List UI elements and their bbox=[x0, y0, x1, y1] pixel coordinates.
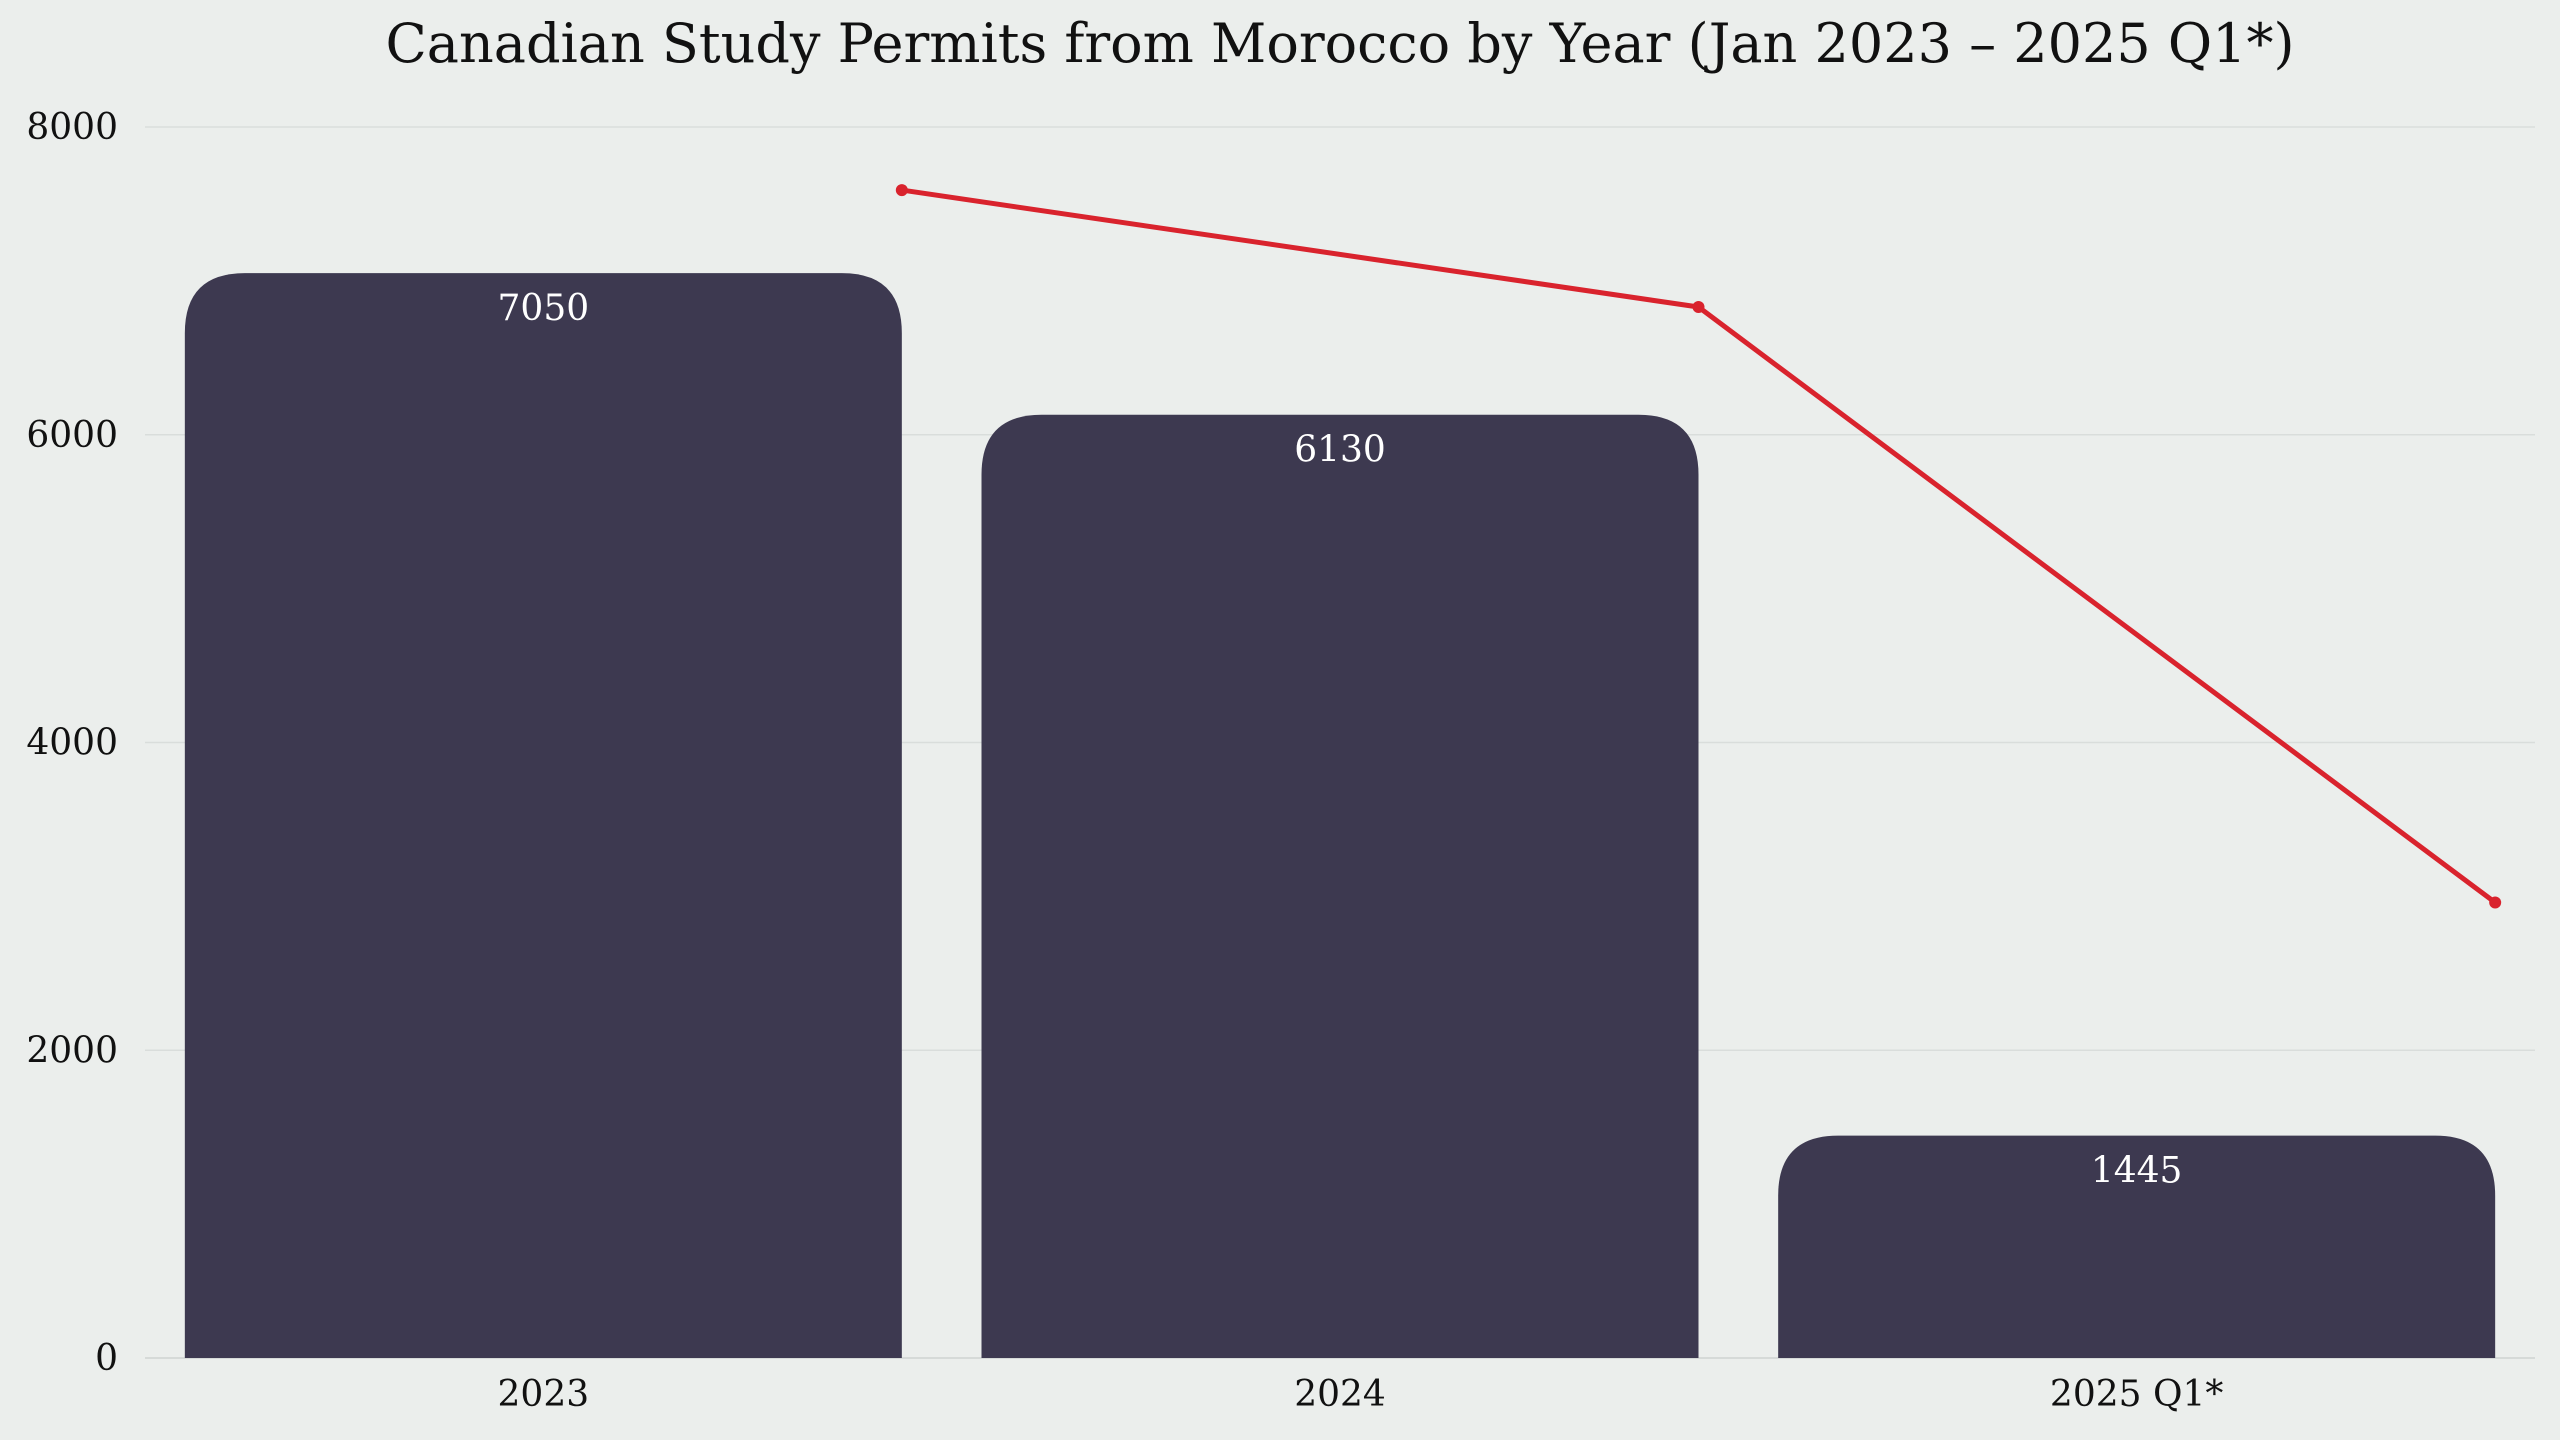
bar-value-label: 7050 bbox=[498, 288, 590, 329]
trend-point bbox=[895, 184, 908, 197]
bar-value-label: 6130 bbox=[1294, 430, 1386, 471]
x-axis-ticks: 2023 2024 2025 Q1* bbox=[498, 1374, 2224, 1415]
bar bbox=[1778, 1135, 2496, 1358]
x-tick-label: 2025 Q1* bbox=[2050, 1374, 2223, 1415]
y-tick-label: 4000 bbox=[26, 723, 118, 764]
y-tick-label: 6000 bbox=[26, 415, 118, 456]
x-tick-label: 2024 bbox=[1294, 1374, 1386, 1415]
bar bbox=[184, 273, 902, 1358]
chart-title: Canadian Study Permits from Morocco by Y… bbox=[385, 12, 2294, 75]
y-tick-label: 0 bbox=[95, 1338, 118, 1379]
x-tick-label: 2023 bbox=[498, 1374, 590, 1415]
bars: 7050 6130 1445 bbox=[184, 273, 2496, 1359]
bar bbox=[981, 414, 1699, 1359]
trend-line-series bbox=[895, 184, 2502, 909]
trend-point bbox=[2489, 896, 2502, 909]
y-tick-label: 2000 bbox=[26, 1030, 118, 1071]
y-axis-ticks: 0 2000 4000 6000 8000 bbox=[26, 107, 118, 1379]
y-tick-label: 8000 bbox=[26, 107, 118, 148]
bar-value-label: 1445 bbox=[2091, 1151, 2183, 1192]
trend-point bbox=[1692, 301, 1705, 314]
